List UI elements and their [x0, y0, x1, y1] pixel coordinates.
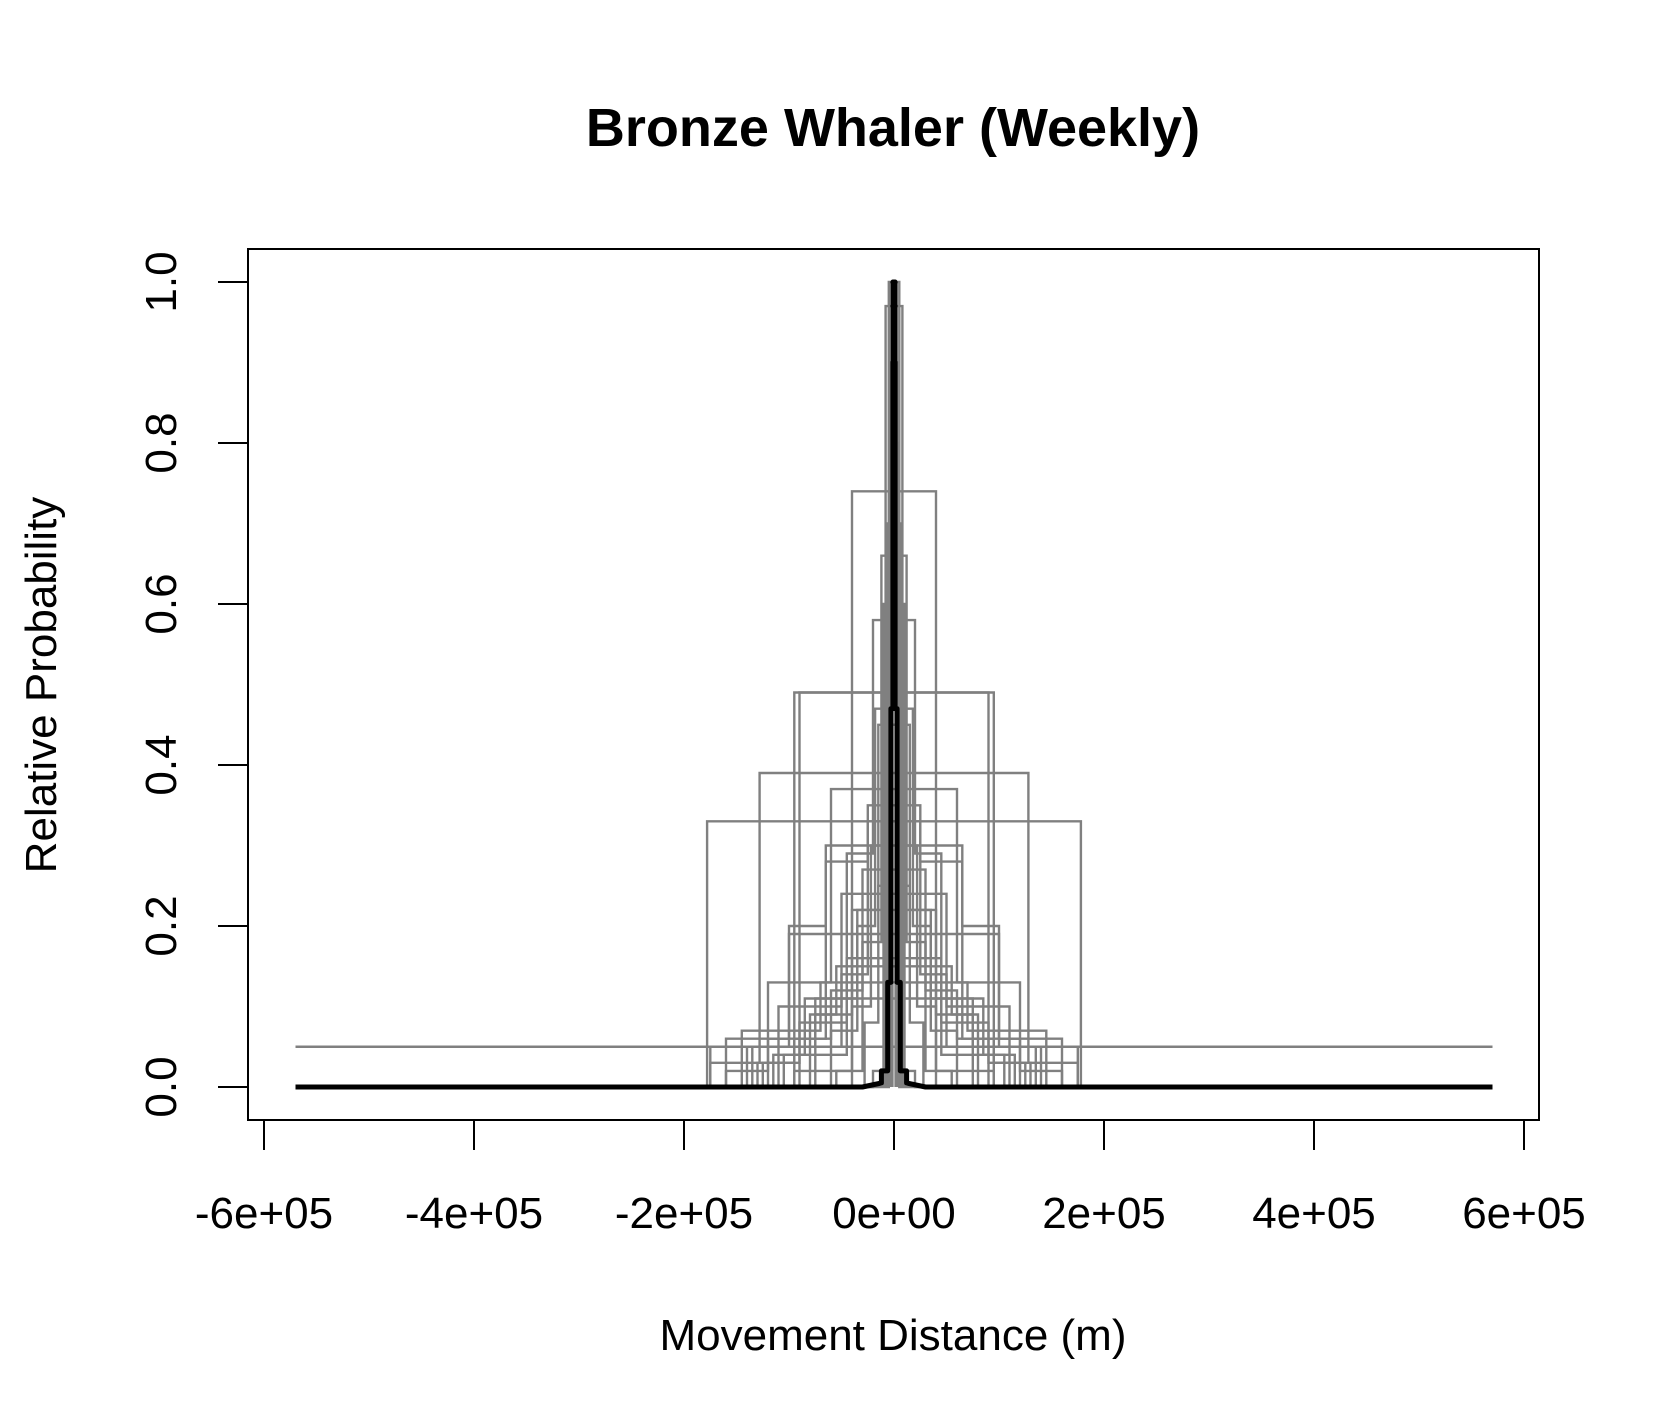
x-tick-label: -6e+05 [195, 1189, 333, 1238]
y-tick-label: 1.0 [137, 251, 186, 312]
y-axis: 0.0 0.2 0.4 0.6 0.8 1.0 [137, 251, 249, 1118]
x-tick-label: 4e+05 [1252, 1189, 1376, 1238]
replicate-series-line [295, 981, 1493, 1089]
mean-series-group [295, 279, 1493, 1090]
replicate-series-line [295, 787, 1493, 1089]
replicate-series-line [295, 997, 1493, 1089]
chart-title: Bronze Whaler (Weekly) [586, 98, 1200, 158]
mean-series-line [295, 279, 1493, 1090]
replicate-series-line [295, 771, 1493, 1089]
x-tick-label: 2e+05 [1042, 1189, 1166, 1238]
x-axis: -6e+05 -4e+05 -2e+05 0e+00 2e+05 4e+05 6e+05 [195, 1119, 1586, 1238]
x-tick-label: 6e+05 [1462, 1189, 1586, 1238]
y-tick-label: 0.2 [137, 895, 186, 956]
y-tick-label: 0.0 [137, 1056, 186, 1117]
x-tick-label: 0e+00 [832, 1189, 956, 1238]
replicate-series-line [295, 932, 1493, 1089]
y-tick-label: 0.4 [137, 734, 186, 795]
y-axis-label: Relative Probability [17, 497, 66, 874]
replicate-series-line [295, 965, 1493, 1089]
replicate-series-line [295, 844, 1493, 1089]
x-axis-label: Movement Distance (m) [659, 1311, 1126, 1360]
y-tick-label: 0.6 [137, 573, 186, 634]
replicate-series-line [882, 723, 906, 1087]
x-tick-label: -4e+05 [405, 1189, 543, 1238]
x-tick-label: -2e+05 [615, 1189, 753, 1238]
replicate-series-line [295, 908, 1493, 1089]
y-tick-label: 0.8 [137, 412, 186, 473]
